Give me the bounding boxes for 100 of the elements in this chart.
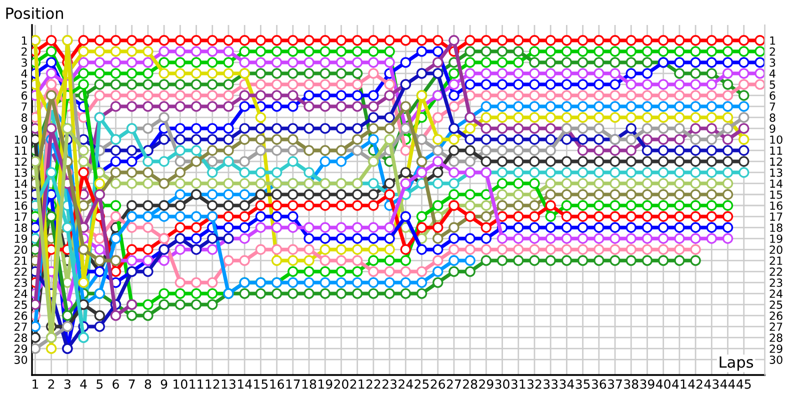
x-tick-label: 22 xyxy=(366,379,380,389)
y2-tick-label: 20 xyxy=(770,246,782,254)
x-tick-label: 2 xyxy=(48,379,54,389)
x-tick-label: 29 xyxy=(479,379,494,389)
y-tick-label: 18 xyxy=(14,223,28,232)
y2-tick-label: 24 xyxy=(770,290,782,298)
x-tick-label: 13 xyxy=(222,379,236,389)
x-tick-label: 8 xyxy=(144,379,152,389)
y-tick-label: 15 xyxy=(14,190,27,199)
y-axis-title: Position xyxy=(6,7,63,20)
x-tick-label: 30 xyxy=(495,379,510,389)
x-tick-label: 43 xyxy=(704,379,719,389)
y2-tick-label: 19 xyxy=(770,234,782,243)
x-tick-label: 1 xyxy=(32,380,38,389)
y2-tick-label: 30 xyxy=(770,356,782,364)
y2-tick-label: 25 xyxy=(770,300,782,309)
y-tick-label: 23 xyxy=(14,278,27,287)
x-tick-label: 21 xyxy=(350,379,364,389)
x-tick-label: 34 xyxy=(560,379,574,389)
x-tick-label: 20 xyxy=(334,379,348,389)
x-tick-label: 37 xyxy=(608,379,622,389)
y2-tick-label: 21 xyxy=(770,256,782,265)
y-tick-label: 10 xyxy=(14,135,28,144)
x-tick-label: 36 xyxy=(592,379,606,389)
y-tick-label: 9 xyxy=(21,124,28,133)
x-tick-label: 12 xyxy=(206,379,220,389)
y2-tick-label: 16 xyxy=(770,201,782,210)
x-tick-label: 4 xyxy=(80,380,87,389)
y-tick-label: 17 xyxy=(14,212,27,221)
y2-tick-label: 29 xyxy=(770,344,782,353)
y2-tick-label: 4 xyxy=(770,70,776,78)
x-tick-label: 33 xyxy=(544,379,558,389)
y-tick-label: 21 xyxy=(14,256,27,265)
y2-tick-label: 14 xyxy=(770,180,782,188)
y-tick-label: 1 xyxy=(22,36,27,45)
y2-tick-label: 27 xyxy=(770,322,782,331)
x-tick-label: 6 xyxy=(112,379,119,389)
x-tick-label: 31 xyxy=(511,379,526,389)
x-tick-label: 39 xyxy=(640,379,654,389)
y2-tick-label: 26 xyxy=(770,312,782,320)
y-tick-label: 3 xyxy=(22,58,27,67)
x-axis-title: Laps xyxy=(720,356,754,371)
x-tick-label: 27 xyxy=(446,379,461,389)
y-tick-label: 22 xyxy=(14,268,27,276)
x-tick-label: 44 xyxy=(720,380,736,389)
y-tick-label: 6 xyxy=(22,91,28,100)
x-tick-label: 38 xyxy=(624,379,638,389)
x-tick-label: 19 xyxy=(318,379,332,389)
x-tick-label: 23 xyxy=(382,379,396,389)
y-tick-label: 24 xyxy=(14,290,28,298)
y-tick-label: 25 xyxy=(14,300,27,309)
x-tick-label: 11 xyxy=(190,380,204,389)
y-tick-label: 16 xyxy=(14,201,28,210)
y2-tick-label: 22 xyxy=(770,268,782,276)
x-tick-label: 18 xyxy=(302,379,316,389)
y-tick-label: 14 xyxy=(14,180,28,188)
y2-tick-label: 9 xyxy=(770,124,776,133)
y2-tick-label: 18 xyxy=(770,223,782,232)
x-tick-label: 32 xyxy=(527,379,542,389)
x-tick-label: 26 xyxy=(430,379,446,389)
y2-tick-label: 5 xyxy=(770,80,776,89)
y-tick-label: 11 xyxy=(14,146,27,155)
y2-tick-label: 12 xyxy=(770,157,782,166)
x-tick-label: 24 xyxy=(398,379,413,389)
y2-tick-label: 7 xyxy=(770,102,776,111)
y2-tick-label: 6 xyxy=(770,91,776,100)
y2-tick-label: 23 xyxy=(770,278,782,287)
y-tick-label: 29 xyxy=(14,344,28,353)
y2-tick-label: 3 xyxy=(770,58,776,67)
x-tick-label: 9 xyxy=(160,379,168,389)
y2-tick-label: 17 xyxy=(770,212,782,221)
x-tick-label: 42 xyxy=(688,379,702,389)
x-tick-label: 35 xyxy=(576,379,590,389)
y-tick-label: 5 xyxy=(22,80,27,89)
x-tick-label: 5 xyxy=(96,380,103,389)
x-tick-label: 15 xyxy=(254,380,268,389)
x-tick-label: 10 xyxy=(174,379,188,389)
x-tick-label: 16 xyxy=(270,379,284,389)
y-tick-label: 28 xyxy=(14,334,28,342)
x-tick-label: 45 xyxy=(736,380,751,389)
y-tick-label: 2 xyxy=(22,47,27,56)
y-tick-label: 8 xyxy=(22,113,28,122)
x-tick-label: 7 xyxy=(128,380,135,389)
x-tick-label: 3 xyxy=(64,379,70,389)
x-tick-label: 28 xyxy=(463,379,478,389)
x-tick-label: 41 xyxy=(672,380,686,389)
y-tick-label: 19 xyxy=(14,234,28,243)
y-tick-label: 4 xyxy=(21,70,28,78)
y2-tick-label: 11 xyxy=(770,146,782,155)
y-tick-label: 30 xyxy=(14,356,28,364)
y2-tick-label: 10 xyxy=(770,135,782,144)
y2-tick-label: 13 xyxy=(770,168,782,177)
x-tick-label: 40 xyxy=(656,379,670,389)
y-tick-label: 7 xyxy=(22,102,27,111)
y-tick-label: 20 xyxy=(14,246,28,254)
y-tick-label: 26 xyxy=(14,312,28,320)
y2-tick-label: 2 xyxy=(770,47,775,56)
y2-tick-label: 15 xyxy=(770,190,782,199)
x-tick-label: 17 xyxy=(286,380,300,389)
y-tick-label: 13 xyxy=(14,168,27,177)
